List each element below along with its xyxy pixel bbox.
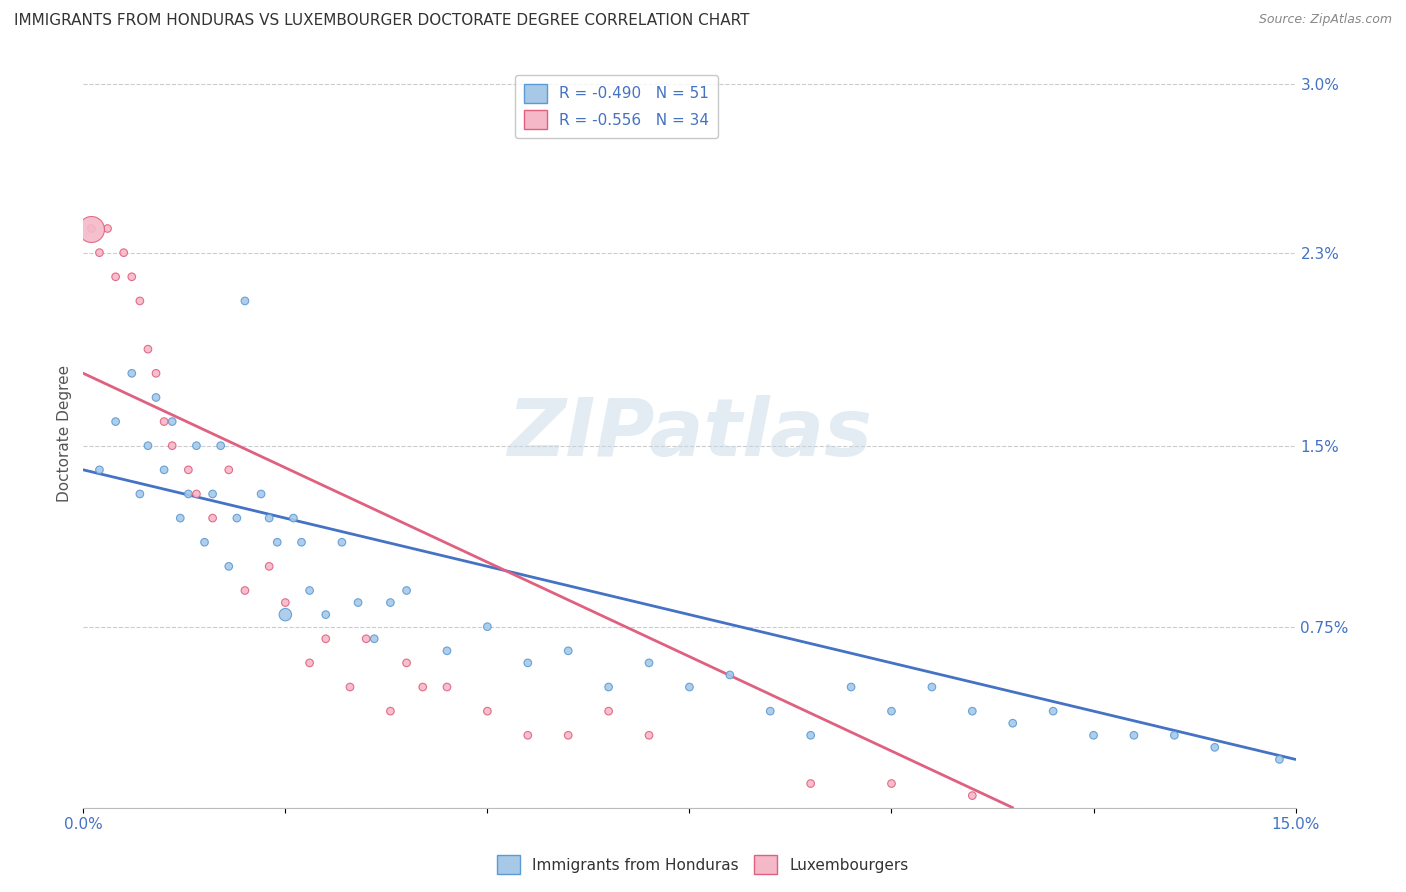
Point bbox=[557, 728, 579, 742]
Point bbox=[104, 269, 127, 284]
Text: IMMIGRANTS FROM HONDURAS VS LUXEMBOURGER DOCTORATE DEGREE CORRELATION CHART: IMMIGRANTS FROM HONDURAS VS LUXEMBOURGER… bbox=[14, 13, 749, 29]
Point bbox=[89, 245, 111, 260]
Point bbox=[186, 439, 208, 453]
Point bbox=[218, 559, 240, 574]
Point bbox=[395, 656, 418, 670]
Point bbox=[477, 704, 499, 718]
Point bbox=[330, 535, 353, 549]
Point bbox=[218, 463, 240, 477]
Point bbox=[412, 680, 434, 694]
Point bbox=[315, 632, 337, 646]
Point bbox=[436, 680, 458, 694]
Point bbox=[160, 439, 183, 453]
Point bbox=[516, 728, 538, 742]
Point bbox=[186, 487, 208, 501]
Point bbox=[257, 511, 280, 525]
Point bbox=[193, 535, 215, 549]
Point bbox=[1268, 752, 1291, 766]
Point bbox=[177, 463, 200, 477]
Point bbox=[121, 367, 143, 381]
Point bbox=[1001, 716, 1024, 731]
Point bbox=[354, 632, 377, 646]
Point bbox=[1042, 704, 1064, 718]
Point bbox=[1123, 728, 1146, 742]
Point bbox=[718, 668, 741, 682]
Point bbox=[128, 293, 150, 308]
Point bbox=[266, 535, 288, 549]
Point bbox=[921, 680, 943, 694]
Y-axis label: Doctorate Degree: Doctorate Degree bbox=[58, 365, 72, 502]
Text: ZIPatlas: ZIPatlas bbox=[508, 394, 872, 473]
Point bbox=[274, 596, 297, 610]
Point bbox=[96, 221, 118, 235]
Point bbox=[290, 535, 312, 549]
Point bbox=[250, 487, 273, 501]
Point bbox=[962, 704, 984, 718]
Point bbox=[880, 776, 903, 790]
Point bbox=[477, 620, 499, 634]
Point bbox=[153, 415, 176, 429]
Point bbox=[638, 728, 661, 742]
Point bbox=[160, 415, 183, 429]
Point bbox=[201, 511, 224, 525]
Point bbox=[363, 632, 385, 646]
Point bbox=[598, 704, 620, 718]
Point bbox=[136, 342, 159, 356]
Point bbox=[201, 487, 224, 501]
Legend: Immigrants from Honduras, Luxembourgers: Immigrants from Honduras, Luxembourgers bbox=[491, 849, 915, 880]
Point bbox=[1204, 740, 1226, 755]
Point bbox=[800, 728, 823, 742]
Point bbox=[598, 680, 620, 694]
Point bbox=[800, 776, 823, 790]
Point bbox=[233, 293, 256, 308]
Point bbox=[380, 596, 402, 610]
Point bbox=[298, 583, 321, 598]
Point bbox=[153, 463, 176, 477]
Point bbox=[169, 511, 191, 525]
Point bbox=[274, 607, 297, 622]
Point bbox=[104, 415, 127, 429]
Point bbox=[80, 221, 103, 235]
Point bbox=[395, 583, 418, 598]
Point bbox=[380, 704, 402, 718]
Point bbox=[121, 269, 143, 284]
Point bbox=[347, 596, 370, 610]
Point bbox=[638, 656, 661, 670]
Point bbox=[112, 245, 135, 260]
Point bbox=[128, 487, 150, 501]
Point bbox=[283, 511, 305, 525]
Point bbox=[315, 607, 337, 622]
Point bbox=[89, 463, 111, 477]
Point bbox=[339, 680, 361, 694]
Point bbox=[557, 644, 579, 658]
Point bbox=[516, 656, 538, 670]
Point bbox=[1083, 728, 1105, 742]
Point bbox=[257, 559, 280, 574]
Point bbox=[298, 656, 321, 670]
Point bbox=[177, 487, 200, 501]
Point bbox=[436, 644, 458, 658]
Point bbox=[678, 680, 700, 694]
Text: Source: ZipAtlas.com: Source: ZipAtlas.com bbox=[1258, 13, 1392, 27]
Point bbox=[759, 704, 782, 718]
Point bbox=[839, 680, 862, 694]
Point bbox=[80, 221, 103, 235]
Point bbox=[145, 367, 167, 381]
Point bbox=[962, 789, 984, 803]
Point bbox=[233, 583, 256, 598]
Point bbox=[136, 439, 159, 453]
Point bbox=[225, 511, 247, 525]
Legend: R = -0.490   N = 51, R = -0.556   N = 34: R = -0.490 N = 51, R = -0.556 N = 34 bbox=[515, 75, 718, 138]
Point bbox=[209, 439, 232, 453]
Point bbox=[880, 704, 903, 718]
Point bbox=[145, 391, 167, 405]
Point bbox=[1163, 728, 1185, 742]
